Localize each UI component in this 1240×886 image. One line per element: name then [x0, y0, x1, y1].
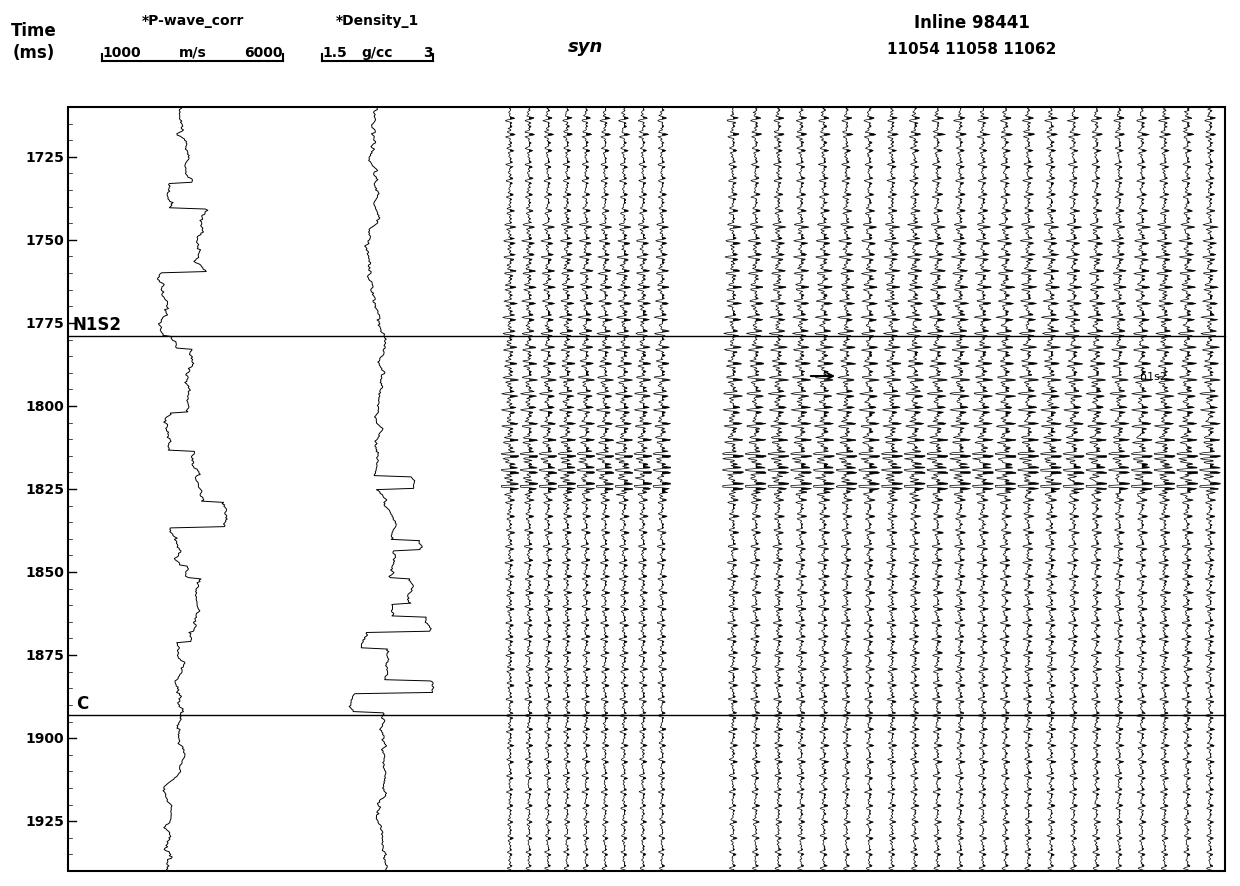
Text: C: C	[76, 694, 88, 712]
Text: 1725: 1725	[25, 151, 64, 165]
Text: 1000: 1000	[102, 46, 140, 60]
Text: 1900: 1900	[25, 731, 64, 745]
Text: n1s2: n1s2	[1140, 371, 1167, 382]
Text: syn: syn	[568, 38, 604, 56]
Text: 1850: 1850	[25, 565, 64, 579]
Text: Time: Time	[11, 22, 57, 40]
Bar	[68, 108, 1225, 871]
Text: 6000: 6000	[244, 46, 283, 60]
Text: 1750: 1750	[25, 234, 64, 247]
Text: 1875: 1875	[25, 649, 64, 663]
Text: *Density_1: *Density_1	[336, 14, 419, 28]
Text: 3: 3	[423, 46, 433, 60]
Text: 1775: 1775	[25, 316, 64, 330]
Text: 1800: 1800	[25, 400, 64, 414]
Text: m/s: m/s	[179, 46, 206, 60]
Text: g/cc: g/cc	[362, 46, 393, 60]
Text: 11054 11058 11062: 11054 11058 11062	[887, 42, 1056, 57]
Text: 1.5: 1.5	[322, 46, 347, 60]
Text: Inline 98441: Inline 98441	[914, 14, 1029, 32]
Text: 1925: 1925	[25, 814, 64, 828]
Text: 1825: 1825	[25, 483, 64, 496]
Text: (ms): (ms)	[12, 44, 55, 62]
Text: *P-wave_corr: *P-wave_corr	[141, 14, 244, 28]
Text: N1S2: N1S2	[72, 315, 122, 334]
